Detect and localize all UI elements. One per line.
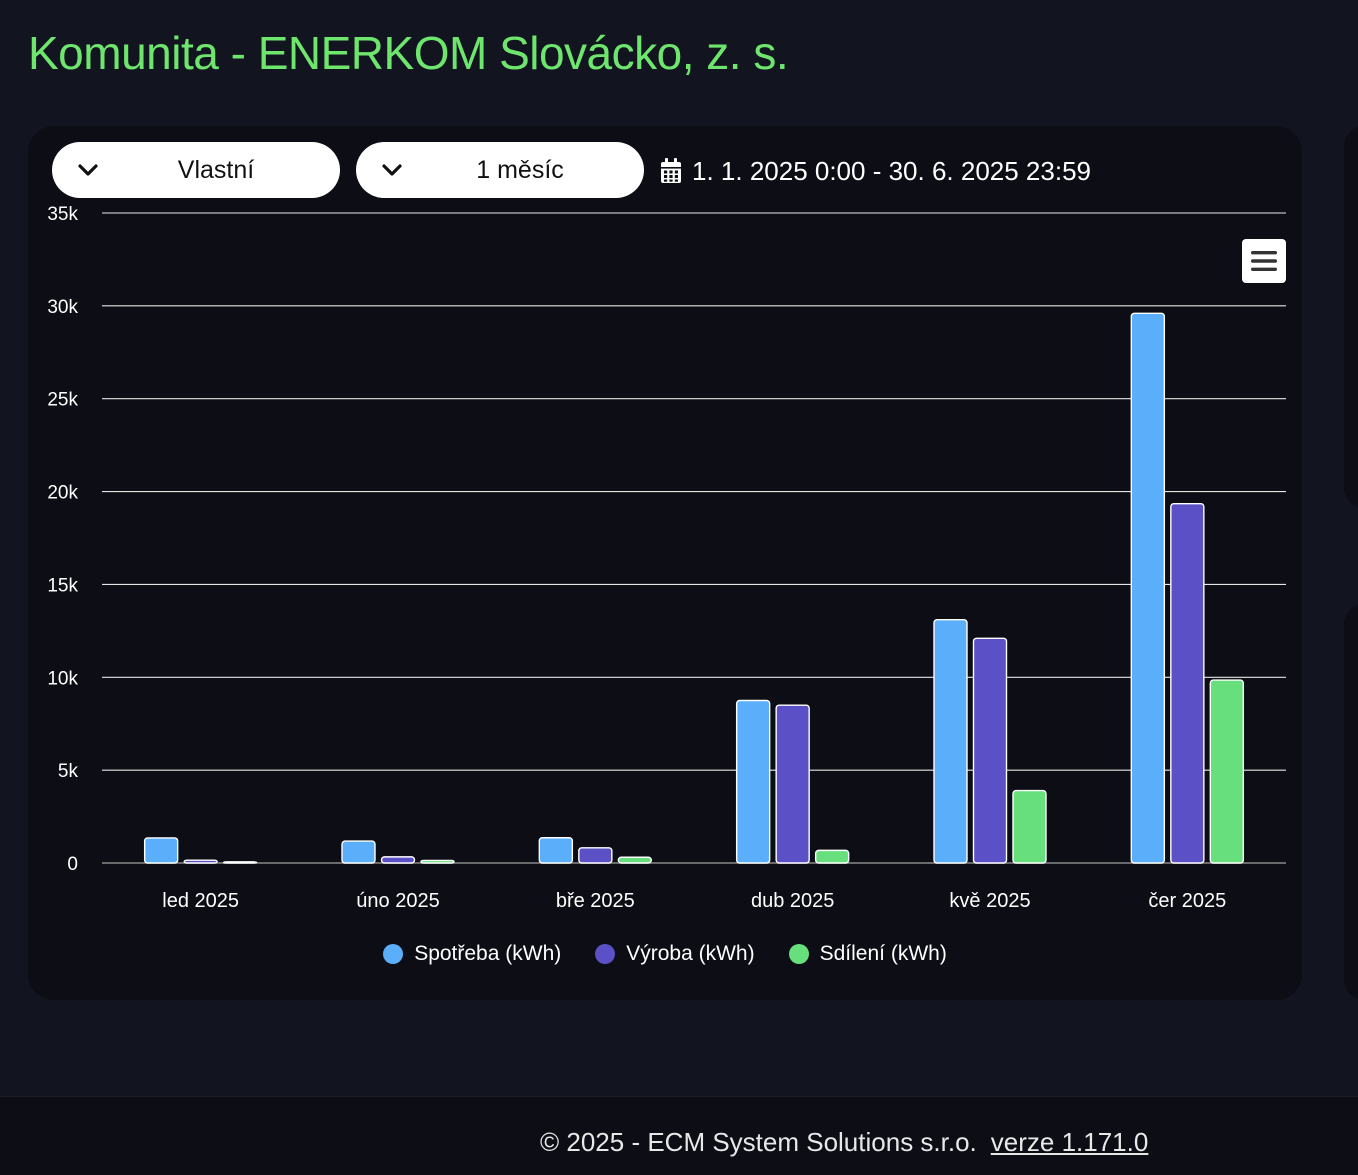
calendar-icon	[661, 158, 681, 183]
bar[interactable]	[380, 856, 416, 864]
legend-item[interactable]: Spotřeba (kWh)	[383, 942, 561, 966]
side-panel-bottom	[1344, 604, 1358, 1000]
legend-item[interactable]: Výroba (kWh)	[595, 942, 755, 966]
legend-label: Sdílení (kWh)	[819, 942, 947, 965]
copyright-text: © 2025 - ECM System Solutions s.r.o.	[540, 1127, 977, 1157]
side-panel-top	[1344, 126, 1358, 508]
version-link[interactable]: verze 1.171.0	[990, 1127, 1149, 1157]
bar[interactable]	[183, 859, 218, 864]
bar[interactable]	[1012, 789, 1047, 864]
bar[interactable]	[1130, 312, 1166, 864]
bar[interactable]	[617, 856, 653, 864]
bar[interactable]	[1170, 502, 1205, 864]
legend-label: Výroba (kWh)	[626, 942, 755, 965]
legend-label: Spotřeba (kWh)	[414, 942, 562, 965]
chart-legend: Spotřeba (kWh) Výroba (kWh) Sdílení (kWh)	[0, 942, 1330, 966]
bar[interactable]	[420, 859, 455, 864]
date-range-picker[interactable]: 1. 1. 2025 0:00 - 30. 6. 2025 23:59	[660, 154, 1091, 188]
range-type-value: Vlastní	[177, 156, 255, 184]
range-type-select[interactable]: Vlastní	[52, 142, 340, 198]
bar[interactable]	[775, 704, 810, 864]
granularity-value: 1 měsíc	[476, 156, 564, 184]
bar[interactable]	[1209, 679, 1245, 864]
bar[interactable]	[735, 699, 771, 864]
bar[interactable]	[341, 840, 376, 864]
bar[interactable]	[538, 837, 574, 864]
legend-marker	[383, 944, 404, 964]
bar[interactable]	[222, 861, 258, 864]
footer-text: © 2025 - ECM System Solutions s.r.o. verz…	[540, 1127, 1148, 1158]
legend-item[interactable]: Sdílení (kWh)	[788, 942, 947, 966]
chevron-down-icon	[382, 164, 402, 176]
footer: © 2025 - ECM System Solutions s.r.o. verz…	[0, 1096, 1358, 1175]
legend-marker	[595, 944, 616, 964]
page-title: Komunita - ENERKOM Slovácko, z. s.	[28, 27, 789, 79]
hamburger-menu-icon	[1251, 251, 1277, 271]
chart-menu-button[interactable]	[1242, 239, 1286, 283]
granularity-select[interactable]: 1 měsíc	[356, 142, 644, 198]
bar[interactable]	[933, 619, 968, 864]
chart-card	[28, 126, 1302, 1000]
bar[interactable]	[814, 849, 850, 864]
date-range-text: 1. 1. 2025 0:00 - 30. 6. 2025 23:59	[692, 155, 1091, 186]
chevron-down-icon	[78, 164, 98, 176]
bar[interactable]	[578, 847, 613, 864]
bar[interactable]	[143, 837, 179, 864]
legend-marker	[788, 944, 809, 964]
bar[interactable]	[972, 637, 1008, 864]
